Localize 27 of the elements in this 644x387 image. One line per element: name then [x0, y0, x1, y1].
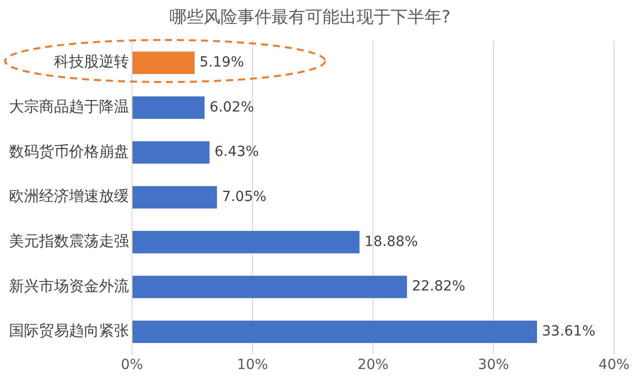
- x-tick-label: 10%: [236, 357, 268, 374]
- bar: [132, 320, 537, 343]
- y-tick-label: 大宗商品趋于降温: [9, 98, 129, 116]
- y-tick-label: 新兴市场资金外流: [9, 276, 129, 295]
- y-tick-label: 国际贸易趋向紧张: [9, 322, 129, 340]
- y-tick-label: 欧洲经济增速放缓: [9, 187, 129, 206]
- y-tick-label: 美元指数震荡走强: [9, 232, 129, 250]
- x-tick-label: 40%: [598, 357, 630, 374]
- data-label: 22.82%: [412, 278, 466, 295]
- data-label: 18.88%: [364, 234, 418, 250]
- data-label: 6.02%: [210, 99, 254, 116]
- bar: [132, 276, 407, 298]
- bar: [132, 186, 217, 209]
- bar: [132, 230, 360, 254]
- x-tick-label: 30%: [478, 357, 510, 374]
- y-tick-label: 科技股逆转: [54, 52, 129, 71]
- data-label: 33.61%: [542, 323, 596, 340]
- data-label: 6.43%: [214, 144, 259, 160]
- x-tick-label: 0%: [120, 357, 144, 374]
- data-label: 5.19%: [200, 54, 244, 70]
- data-label: 7.05%: [222, 188, 266, 205]
- chart-title: 哪些风险事件最有可能出现于下半年?: [169, 8, 451, 28]
- bar: [132, 141, 210, 164]
- x-tick-label: 20%: [357, 357, 389, 374]
- bar: [132, 52, 195, 74]
- bar: [132, 96, 205, 119]
- y-tick-label: 数码货币价格崩盘: [9, 142, 129, 160]
